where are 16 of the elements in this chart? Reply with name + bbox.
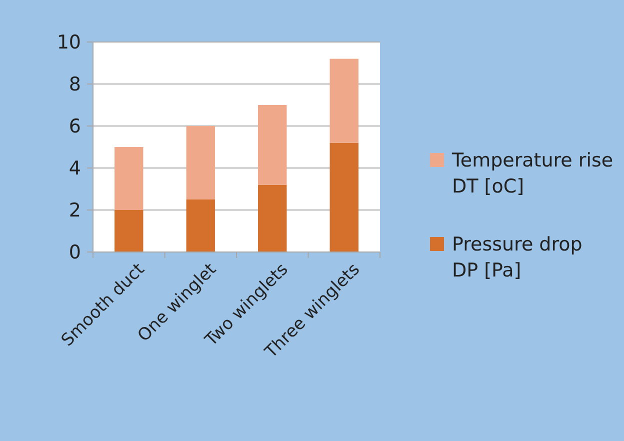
bar	[114, 210, 144, 252]
bar	[114, 147, 144, 210]
bar	[186, 200, 215, 252]
bar	[330, 142, 358, 252]
y-tick-label: 0	[68, 242, 81, 264]
y-tick-label: 10	[56, 32, 81, 54]
bar	[258, 105, 287, 185]
bar	[258, 184, 287, 252]
y-tick-label: 6	[68, 116, 81, 138]
y-tick-label: 2	[68, 200, 81, 222]
y-tick-label: 4	[68, 158, 81, 180]
legend-label: Pressure drop DP [Pa]	[452, 234, 582, 282]
legend-label: Temperature rise DT [oC]	[451, 150, 614, 198]
bar	[186, 126, 215, 200]
y-tick-label: 8	[68, 74, 81, 96]
bar	[330, 58, 358, 143]
